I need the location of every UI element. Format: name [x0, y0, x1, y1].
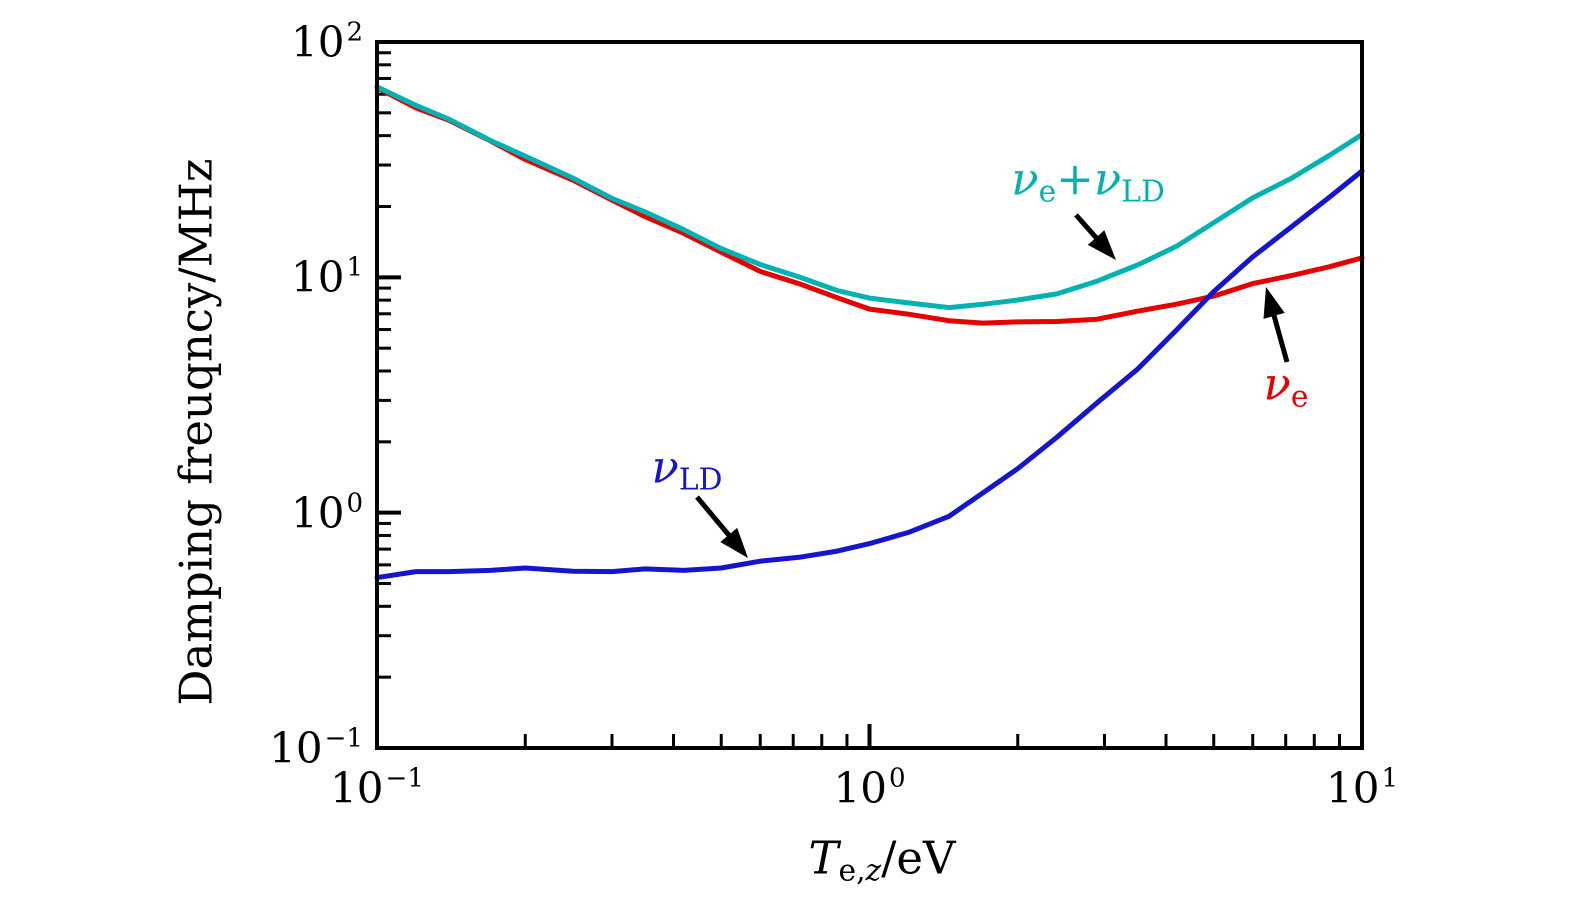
y-tick-label-1e1: 101: [290, 252, 363, 302]
label-nu-e-plus-nu-LD: νe+νLD: [1011, 152, 1165, 210]
label-nu-e-arrow-head: [1263, 287, 1285, 319]
label-nu-e-part: ν: [1263, 357, 1291, 411]
label-nu-e-plus-nu-LD-part: ν: [1011, 152, 1039, 206]
label-nu-e: νe: [1263, 357, 1309, 415]
label-nu-e-arrow-shaft: [1269, 307, 1290, 363]
y-tick-label-1e2: 102: [290, 17, 363, 67]
x-tick-label-1e−1: 10−1: [330, 763, 424, 813]
label-nu-LD: νLD: [651, 440, 723, 498]
y-tick-label-1e−1: 10−1: [269, 723, 363, 773]
label-nu-e-plus-nu-LD-part: +: [1056, 152, 1094, 206]
x-tick-label-1e1: 101: [1325, 763, 1399, 813]
label-nu-LD-part: ν: [651, 440, 679, 494]
curve-nu_LD: [374, 168, 1365, 581]
curve-nu_e: [374, 85, 1365, 326]
label-nu-e-plus-nu-LD-part: ν: [1093, 152, 1122, 206]
y-tick-label-1e0: 100: [290, 488, 363, 538]
curve-nu_e_plus_nu_LD: [374, 84, 1365, 311]
x-axis-title-part: /eV: [881, 831, 956, 885]
label-nu-e-part: e: [1290, 379, 1309, 415]
x-axis-title-part: z: [865, 853, 882, 889]
plot-border: [375, 40, 1364, 750]
y-axis-title: Damping freuqncy/MHz: [169, 158, 223, 706]
label-nu-LD-arrow-head: [720, 527, 748, 558]
x-axis-title-part: e,: [838, 853, 866, 889]
x-axis-title: Te,z/eV: [808, 831, 956, 889]
x-tick-label-1e0: 100: [833, 763, 906, 813]
label-nu-LD-arrow-shaft: [695, 495, 736, 543]
label-nu-e-plus-nu-LD-part: LD: [1121, 174, 1165, 210]
label-nu-e-plus-nu-LD-part: e: [1038, 174, 1057, 210]
label-nu-LD-part: LD: [678, 462, 723, 498]
x-axis-title-part: T: [808, 831, 839, 885]
label-nu-e-plus-nu-LD-arrow-head: [1087, 230, 1116, 260]
